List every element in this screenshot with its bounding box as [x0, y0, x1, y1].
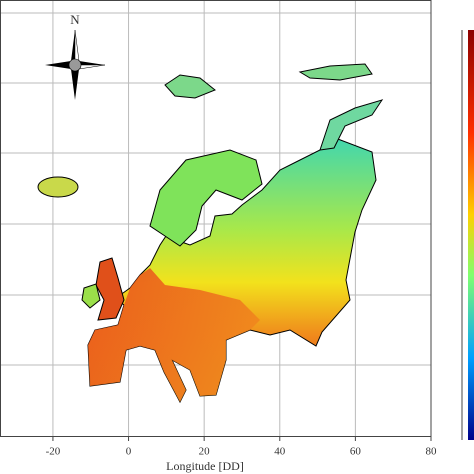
compass-label: N — [70, 12, 80, 27]
plot-frame — [0, 0, 432, 437]
x-tick-label: 40 — [274, 446, 286, 458]
x-tick-label: -20 — [46, 446, 61, 458]
colorbar — [461, 30, 474, 440]
x-tick-label: 60 — [350, 446, 362, 458]
land — [37, 63, 384, 404]
compass: N — [45, 12, 106, 100]
x-axis: -20 0 20 40 60 80 — [46, 437, 437, 458]
x-tick-label: 20 — [199, 446, 211, 458]
x-tick-label: 80 — [426, 446, 438, 458]
x-axis-label: Longitude [DD] — [166, 459, 244, 473]
x-tick-label: 0 — [126, 446, 132, 458]
